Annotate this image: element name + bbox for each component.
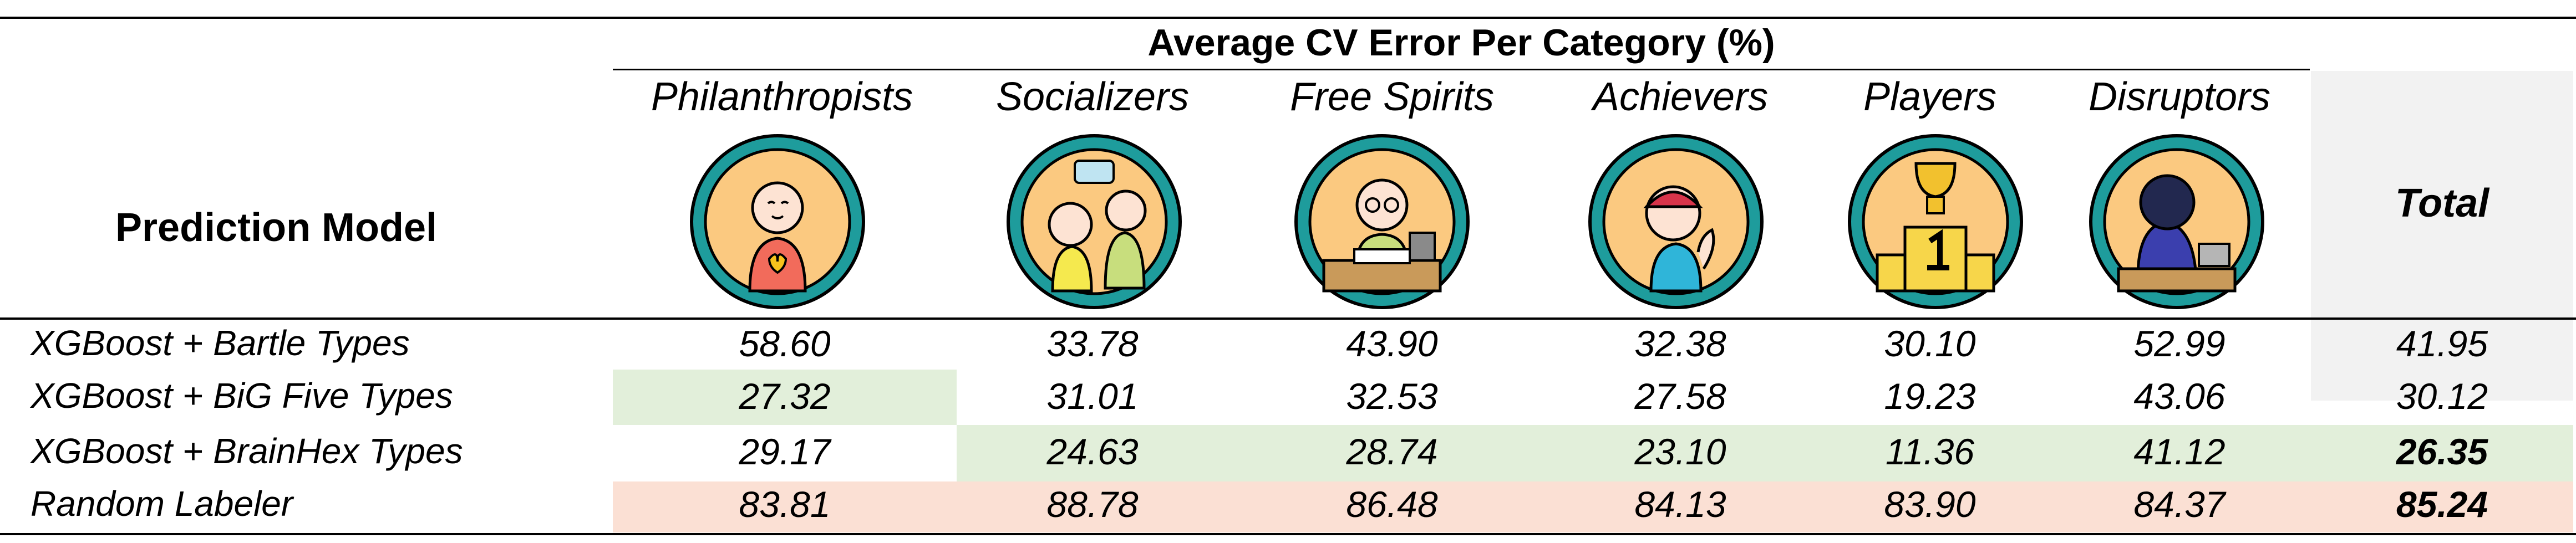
table-cell: 27.32 [739,376,831,417]
table-cell: 41.12 [2133,431,2226,472]
table-cell: 31.01 [1046,376,1139,417]
table-cell: 58.60 [739,323,831,364]
table-cell-total: 41.95 [2396,323,2488,364]
bottom-rule [0,533,2576,535]
table-cell: 52.99 [2133,323,2226,364]
table-cell: 84.13 [1634,484,1726,525]
achiever-icon [1588,134,1764,309]
category-label-philanthropists: Philanthropists [651,75,913,119]
socializer-icon [1007,134,1182,309]
table-cell-total: 26.35 [2396,431,2488,472]
table-cell: 86.48 [1346,484,1438,525]
super-header-rule [613,69,2310,70]
table-cell: 32.53 [1346,376,1438,417]
table-cell: 29.17 [739,431,831,472]
category-label-players: Players [1863,75,1997,119]
free-spirit-icon [1294,134,1470,309]
total-column-header: Total [2395,181,2489,226]
philanthropist-icon [690,134,865,309]
table-cell: 83.81 [739,484,831,525]
table-cell: 23.10 [1634,431,1726,472]
best-cell-shade-philanthropists [613,370,957,425]
row-label-random: Random Labeler [31,484,293,524]
table-cell: 32.38 [1634,323,1726,364]
disruptor-icon [2089,134,2264,309]
row-label-bartle: XGBoost + Bartle Types [31,323,410,363]
table-cell: 33.78 [1046,323,1139,364]
model-column-header: Prediction Model [115,206,438,250]
table-cell-total: 30.12 [2396,376,2488,417]
category-label-socializers: Socializers [995,75,1190,119]
best-row-shade-brainhex [957,425,2573,481]
table-cell: 88.78 [1046,484,1139,525]
table-cell: 43.06 [2133,376,2226,417]
player-icon [1848,134,2023,309]
header-bottom-rule [0,317,2576,320]
table-cell: 27.58 [1634,376,1726,417]
category-label-disruptors: Disruptors [2088,75,2271,119]
super-header: Average CV Error Per Category (%) [1147,22,1775,64]
row-label-brainhex: XGBoost + BrainHex Types [31,431,463,471]
table-cell: 83.90 [1884,484,1976,525]
worst-row-shade-random [613,481,2573,532]
row-label-big-five: XGBoost + BiG Five Types [31,376,453,416]
table-cell: 28.74 [1346,431,1438,472]
total-column-shade [2311,71,2573,401]
table-cell: 24.63 [1046,431,1139,472]
category-label-free-spirits: Free Spirits [1289,75,1495,119]
table-cell: 84.37 [2133,484,2226,525]
table-cell: 11.36 [1885,431,1975,472]
category-label-achievers: Achievers [1592,75,1769,119]
top-rule [0,17,2576,19]
table-cell-total: 85.24 [2396,484,2488,525]
table-cell: 30.10 [1884,323,1976,364]
table-cell: 43.90 [1346,323,1438,364]
table-cell: 19.23 [1884,376,1976,417]
